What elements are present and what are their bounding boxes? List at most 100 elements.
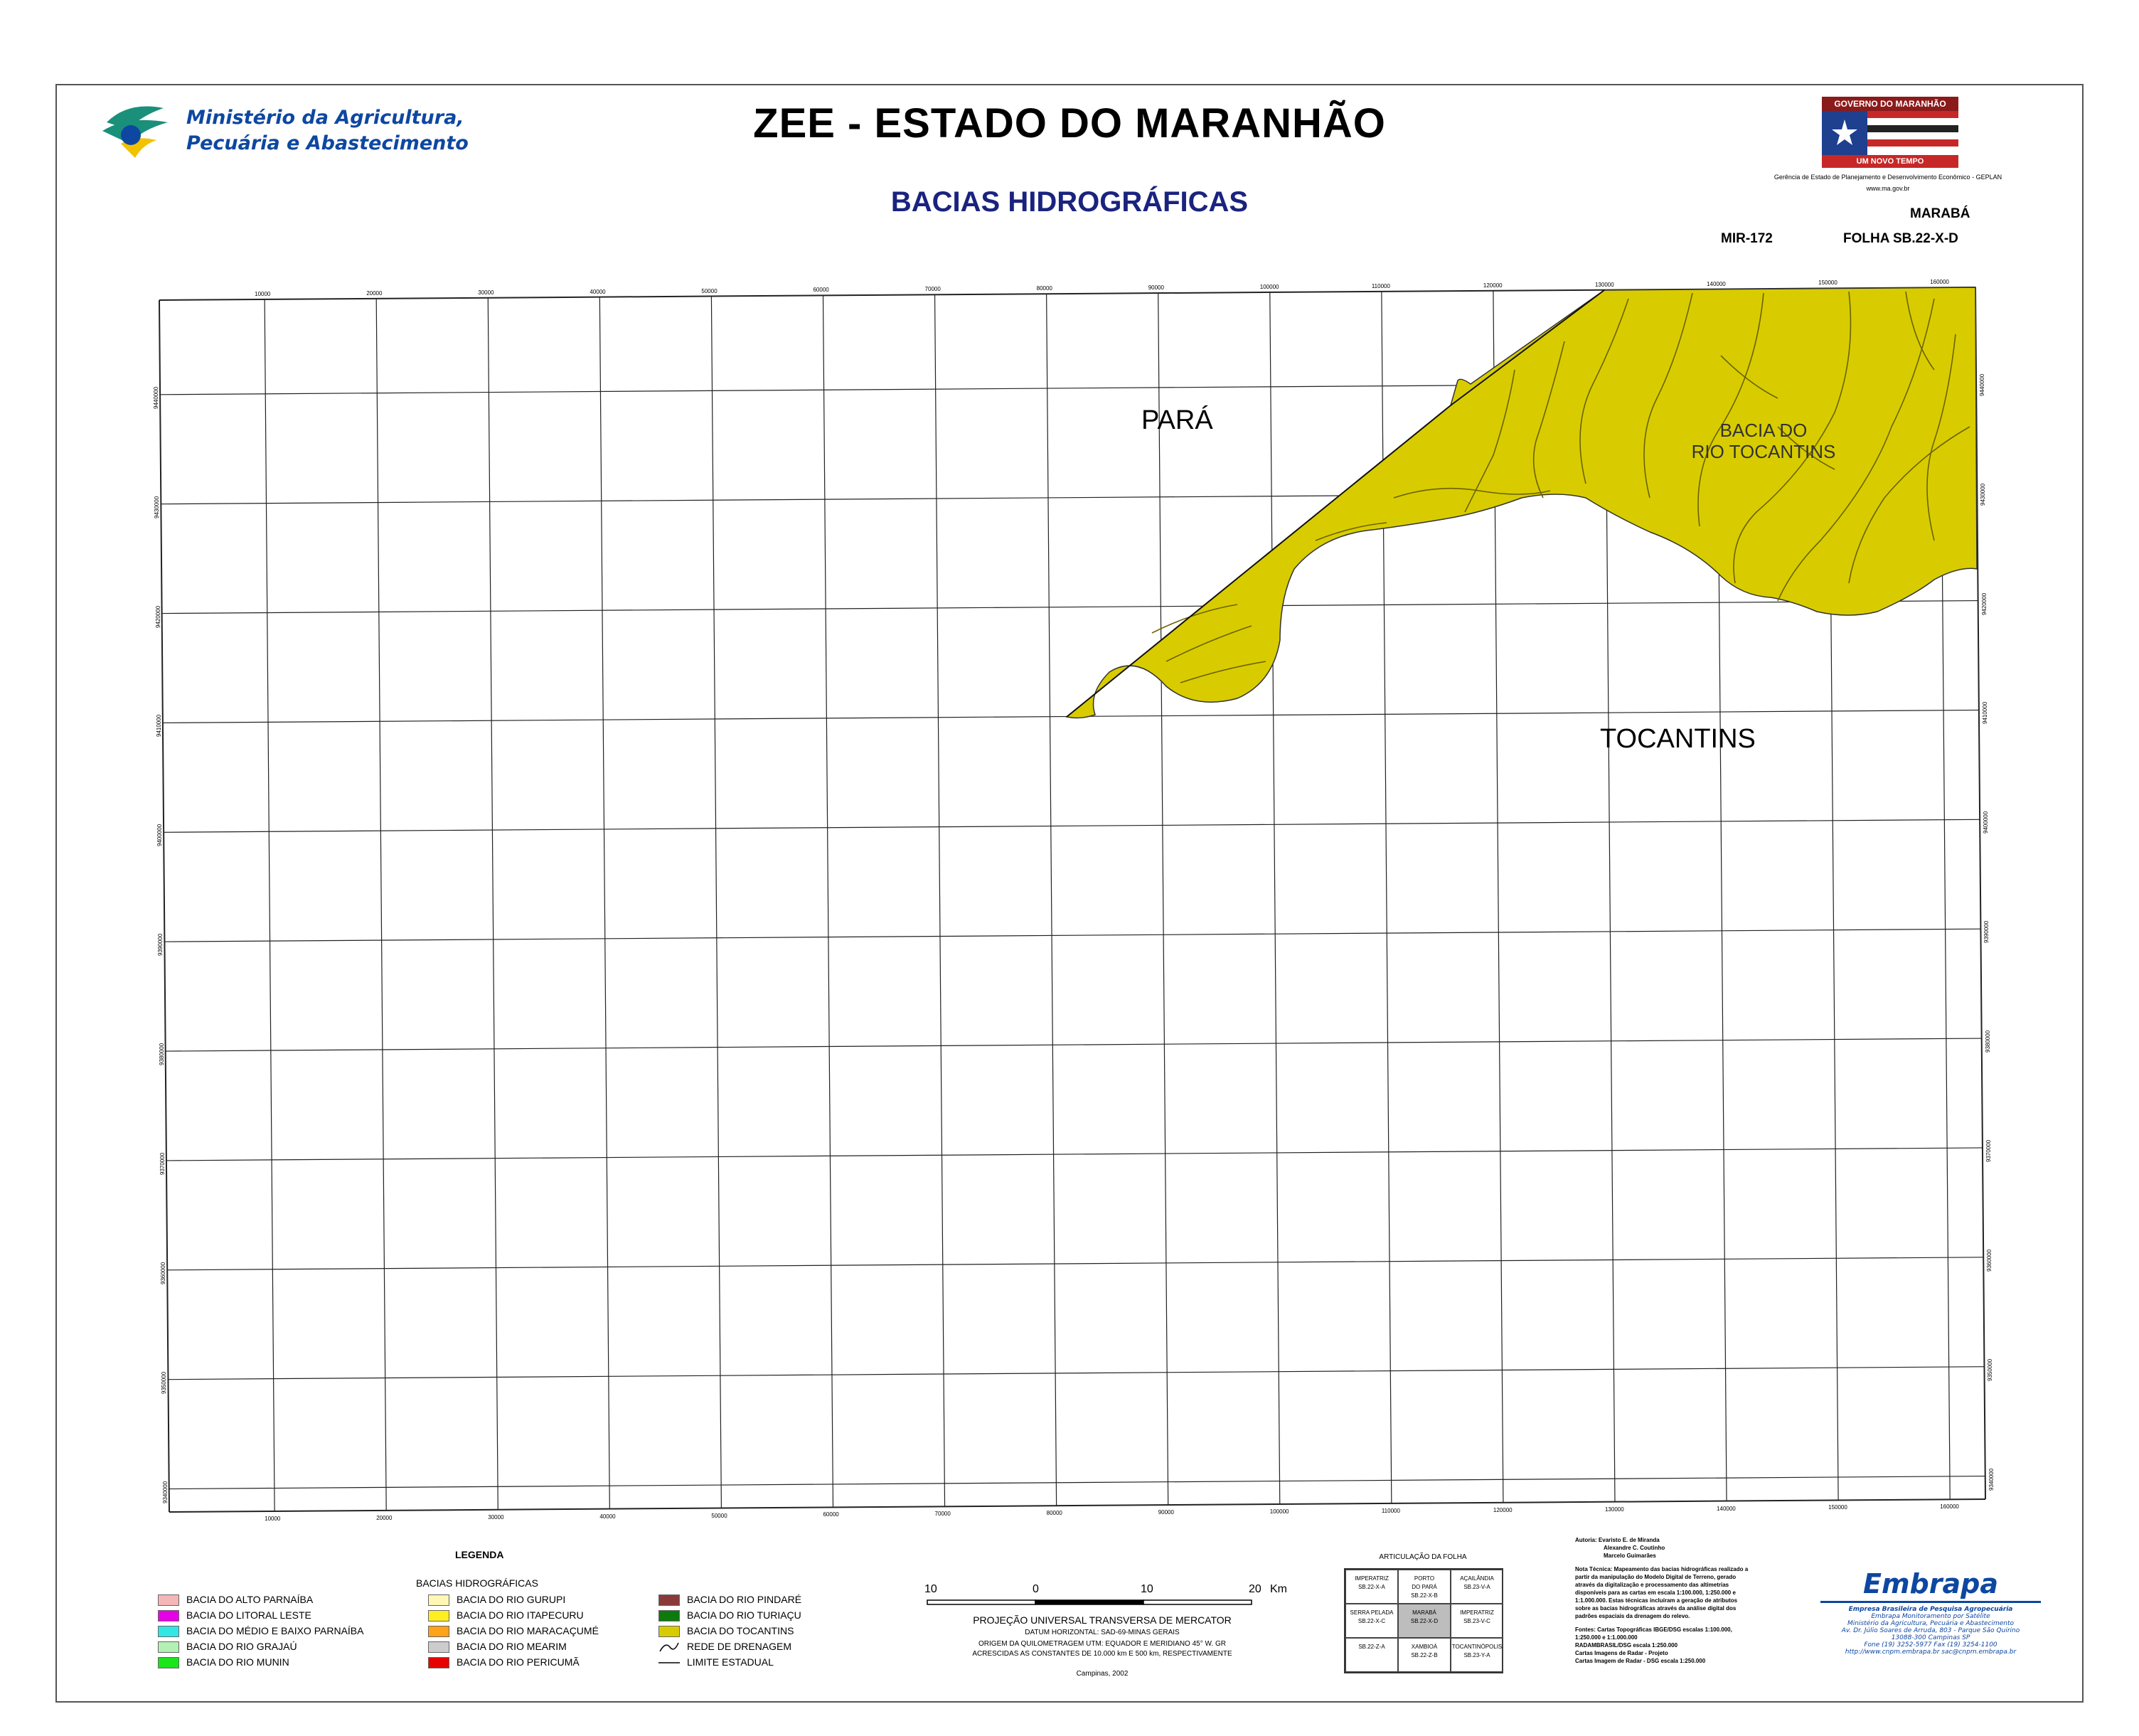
tick-label-right: 9380000 — [1984, 1030, 1991, 1053]
legend-group-title: BACIAS HIDROGRÁFICAS — [416, 1577, 538, 1589]
legend-drainage-item: REDE DE DRENAGEM — [658, 1639, 791, 1654]
map-border-bottom — [169, 1498, 1986, 1513]
legend-col2-item: BACIA DO RIO ITAPECURU — [428, 1607, 584, 1623]
legend-swatch — [658, 1626, 680, 1638]
datum-text: DATUM HORIZONTAL: SAD-69-MINAS GERAIS — [1025, 1629, 1180, 1636]
tick-label-left: 9420000 — [154, 605, 161, 628]
articulation-title: ARTICULAÇÃO DA FOLHA — [1379, 1553, 1467, 1561]
tick-label-left: 9410000 — [155, 715, 162, 737]
embrapa-line1: Empresa Brasileira de Pesquisa Agropecuá… — [1848, 1606, 2013, 1613]
river-line — [1579, 298, 1629, 484]
grid-line-vertical — [487, 297, 498, 1510]
tick-label-bottom: 100000 — [1269, 1508, 1289, 1515]
grid-line-vertical — [934, 294, 946, 1507]
tick-label-left: 9430000 — [154, 496, 161, 518]
credits-block: Autoria: Evaristo E. de Miranda Alexandr… — [1575, 1536, 1753, 1665]
articulation-cell: IMPERATRIZ SB.23-V-C — [1451, 1604, 1503, 1638]
tocantins-basin-area[interactable] — [1065, 287, 1978, 719]
maranhao-flag-icon — [1822, 111, 1958, 155]
scale-bar — [927, 1599, 1252, 1605]
tick-label-top: 50000 — [701, 287, 718, 294]
grid-line-horizontal — [161, 600, 1978, 614]
river-line — [1905, 291, 1935, 371]
nota-tecnica: Nota Técnica: Mapeamento das bacias hidr… — [1575, 1566, 1749, 1619]
tick-label-top: 110000 — [1371, 282, 1390, 289]
river-line — [1733, 291, 1852, 584]
river-line — [1165, 625, 1252, 662]
embrapa-line7[interactable]: http://www.cnpm.embrapa.br sac@cnpm.embr… — [1845, 1649, 2017, 1656]
legend-col3-item: BACIA DO RIO TURIAÇU — [658, 1607, 801, 1623]
legend-label: BACIA DO RIO ITAPECURU — [457, 1609, 584, 1621]
articulation-cell: AÇAILÂNDIA SB.23-V-A — [1451, 1570, 1503, 1604]
embrapa-line4: Av. Dr. Júlio Soares de Arruda, 803 - Pa… — [1841, 1627, 2020, 1634]
tick-label-top: 140000 — [1707, 280, 1726, 287]
river-line — [1315, 522, 1387, 541]
tick-label-bottom: 120000 — [1493, 1506, 1513, 1513]
tick-label-top: 130000 — [1594, 281, 1614, 288]
articulation-cell: TOCANTINÓPOLIS SB.23-Y-A — [1451, 1638, 1503, 1672]
author-1: Evaristo E. de Miranda — [1598, 1537, 1660, 1543]
legend-label: BACIA DO RIO PINDARÉ — [687, 1594, 802, 1605]
tick-label-top: 60000 — [813, 287, 829, 294]
geplan-website: www.ma.gov.br — [1866, 185, 1910, 192]
grid-line-vertical — [599, 297, 610, 1509]
articulation-cell: SB.22-Z-A — [1345, 1638, 1398, 1672]
tick-label-bottom: 70000 — [934, 1511, 951, 1518]
river-line — [1464, 369, 1515, 513]
legend-label: BACIA DO LITORAL LESTE — [186, 1609, 311, 1621]
articulation-cell: IMPERATRIZ SB.22-X-A — [1345, 1570, 1398, 1604]
tick-label-left: 9360000 — [160, 1262, 167, 1284]
grid-line-horizontal — [169, 1475, 1985, 1490]
tick-label-top: 80000 — [1036, 285, 1052, 292]
drainage-network — [1151, 291, 1970, 683]
river-line — [1697, 292, 1764, 527]
ministry-line2: Pecuária e Abastecimento — [186, 132, 469, 154]
legend-limit-item: LIMITE ESTADUAL — [658, 1654, 774, 1670]
tick-label-bottom: 110000 — [1381, 1507, 1400, 1514]
tick-label-right: 9360000 — [1986, 1249, 1993, 1272]
government-logo: GOVERNO DO MARANHÃO UM NOVO TEMPO — [1822, 97, 1958, 168]
river-line — [1848, 426, 1970, 584]
legend-col1-item: BACIA DO ALTO PARNAÍBA — [158, 1592, 313, 1607]
tick-label-top: 120000 — [1483, 282, 1503, 289]
ministry-line1: Ministério da Agricultura, — [186, 107, 464, 129]
legend-col1-item: BACIA DO MÉDIO E BAIXO PARNAÍBA — [158, 1623, 363, 1639]
map-border-right — [1975, 287, 1986, 1500]
tick-label-bottom: 90000 — [1158, 1509, 1174, 1516]
tick-label-right: 9340000 — [1988, 1468, 1995, 1491]
legend-swatch — [428, 1594, 449, 1607]
legend-col1-item: BACIA DO LITORAL LESTE — [158, 1607, 311, 1623]
ministry-name: Ministério da Agricultura, Pecuária e Ab… — [186, 105, 469, 156]
legend-swatch — [658, 1610, 680, 1622]
tick-label-right: 9430000 — [1980, 483, 1987, 506]
river-line — [1643, 292, 1693, 499]
geplan-text: Gerência de Estado de Planejamento e Des… — [1773, 174, 2002, 181]
tick-label-right: 9390000 — [1983, 921, 1990, 944]
tick-label-left: 9370000 — [159, 1152, 166, 1175]
legend-swatch — [428, 1657, 449, 1669]
tick-label-bottom: 20000 — [376, 1514, 393, 1521]
authors-label: Autoria: — [1575, 1537, 1597, 1543]
tick-label-top: 40000 — [590, 288, 606, 295]
legend-swatch — [158, 1657, 179, 1669]
map-border-left — [159, 299, 170, 1513]
legend-col1-item: BACIA DO RIO MUNIN — [158, 1654, 289, 1670]
tick-label-bottom: 130000 — [1604, 1506, 1624, 1513]
legend-col2-item: BACIA DO RIO MEARIM — [428, 1639, 567, 1654]
sheet-mir: MIR-172 — [1721, 231, 1773, 246]
author-2: Alexandre C. Coutinho — [1604, 1545, 1665, 1551]
page-subtitle: BACIAS HIDROGRÁFICAS — [890, 186, 1249, 218]
embrapa-block: Embrapa Empresa Brasileira de Pesquisa A… — [1820, 1568, 2041, 1656]
legend-label: BACIA DO RIO GRAJAÚ — [186, 1641, 297, 1652]
grid-line-vertical — [710, 296, 722, 1508]
label-bacia-line1: BACIA DO — [1719, 420, 1808, 441]
tick-label-top: 150000 — [1818, 279, 1837, 287]
tick-label-top: 160000 — [1930, 279, 1949, 286]
tick-label-bottom: 50000 — [711, 1512, 727, 1519]
grid-line-horizontal — [167, 1257, 1984, 1271]
tick-label-top: 20000 — [366, 289, 383, 297]
grid-line-vertical — [822, 295, 834, 1508]
legend-label: BACIA DO RIO MEARIM — [457, 1641, 567, 1652]
embrapa-line2: Embrapa Monitoramento por Satélite — [1871, 1613, 1990, 1620]
